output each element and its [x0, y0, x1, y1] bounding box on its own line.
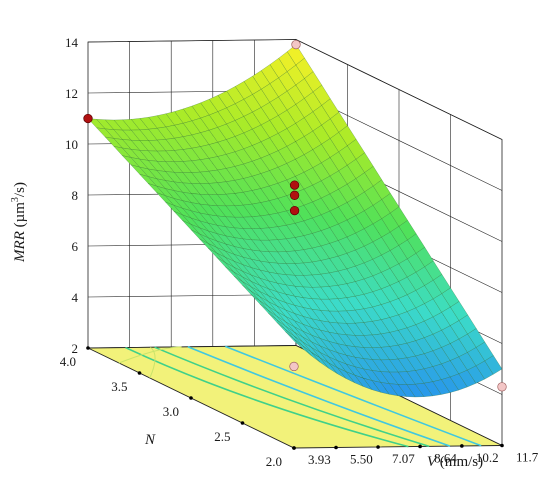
design-point-below [291, 39, 301, 50]
v-tick-label: 5.50 [350, 451, 373, 466]
v-tick-label: 11.7 [516, 450, 539, 465]
n-tick-label: 3.5 [111, 379, 127, 394]
n-tick-label: 4.0 [60, 354, 76, 369]
z-axis-title: MRR (µm3/s) [10, 182, 28, 263]
design-point-above [289, 205, 300, 216]
v-tick-mark [460, 444, 464, 448]
v-tick-label: 10.2 [476, 450, 499, 465]
v-tick-mark [376, 445, 380, 449]
z-tick-label: 6 [72, 239, 79, 254]
z-tick-label: 4 [72, 290, 79, 305]
v-tick-mark [500, 443, 504, 448]
v-axis-title: V (mm/s) [427, 454, 483, 470]
v-tick-mark [292, 446, 296, 450]
v-tick-label: 3.93 [308, 452, 331, 467]
z-tick-label: 8 [72, 188, 79, 203]
n-tick-mark [240, 421, 245, 425]
n-tick-label: 3.0 [163, 404, 179, 419]
v-tick-label: 8.64 [434, 450, 457, 465]
floor-contour-plane [87, 345, 503, 449]
design-points [83, 39, 507, 392]
n-tick-mark [137, 371, 142, 375]
n-tick-label: 2.0 [266, 454, 282, 469]
response-surface [87, 44, 503, 398]
contour-line [125, 346, 409, 448]
design-point-below [289, 361, 299, 372]
contour-line [224, 345, 482, 447]
v-tick-mark [418, 444, 422, 449]
n-tick-mark [189, 396, 193, 400]
v-tick-mark [334, 445, 338, 450]
contour-line [154, 346, 430, 448]
z-tick-label: 2 [72, 341, 79, 356]
design-point-above [83, 113, 93, 124]
design-point-above [289, 190, 300, 200]
contour-line [187, 346, 451, 447]
z-tick-label: 14 [65, 35, 79, 50]
n-tick-mark [86, 346, 90, 350]
contour-line [149, 346, 156, 379]
n-tick-label: 2.5 [214, 429, 230, 444]
design-point-above [289, 180, 300, 190]
contour-line [118, 346, 182, 364]
z-tick-label: 12 [65, 86, 78, 101]
v-tick-label: 7.07 [392, 451, 415, 466]
design-point-below [497, 382, 507, 392]
tick-labels: 2 4 6 8 10 12 14 2.0 2.5 3.0 3.5 4.0 3.93 5.50 7.07 8.6… [60, 35, 539, 469]
z-gridline [87, 39, 503, 140]
surface-patch [484, 355, 503, 375]
n-axis-title: N [144, 432, 156, 448]
z-tick-label: 10 [65, 137, 78, 152]
